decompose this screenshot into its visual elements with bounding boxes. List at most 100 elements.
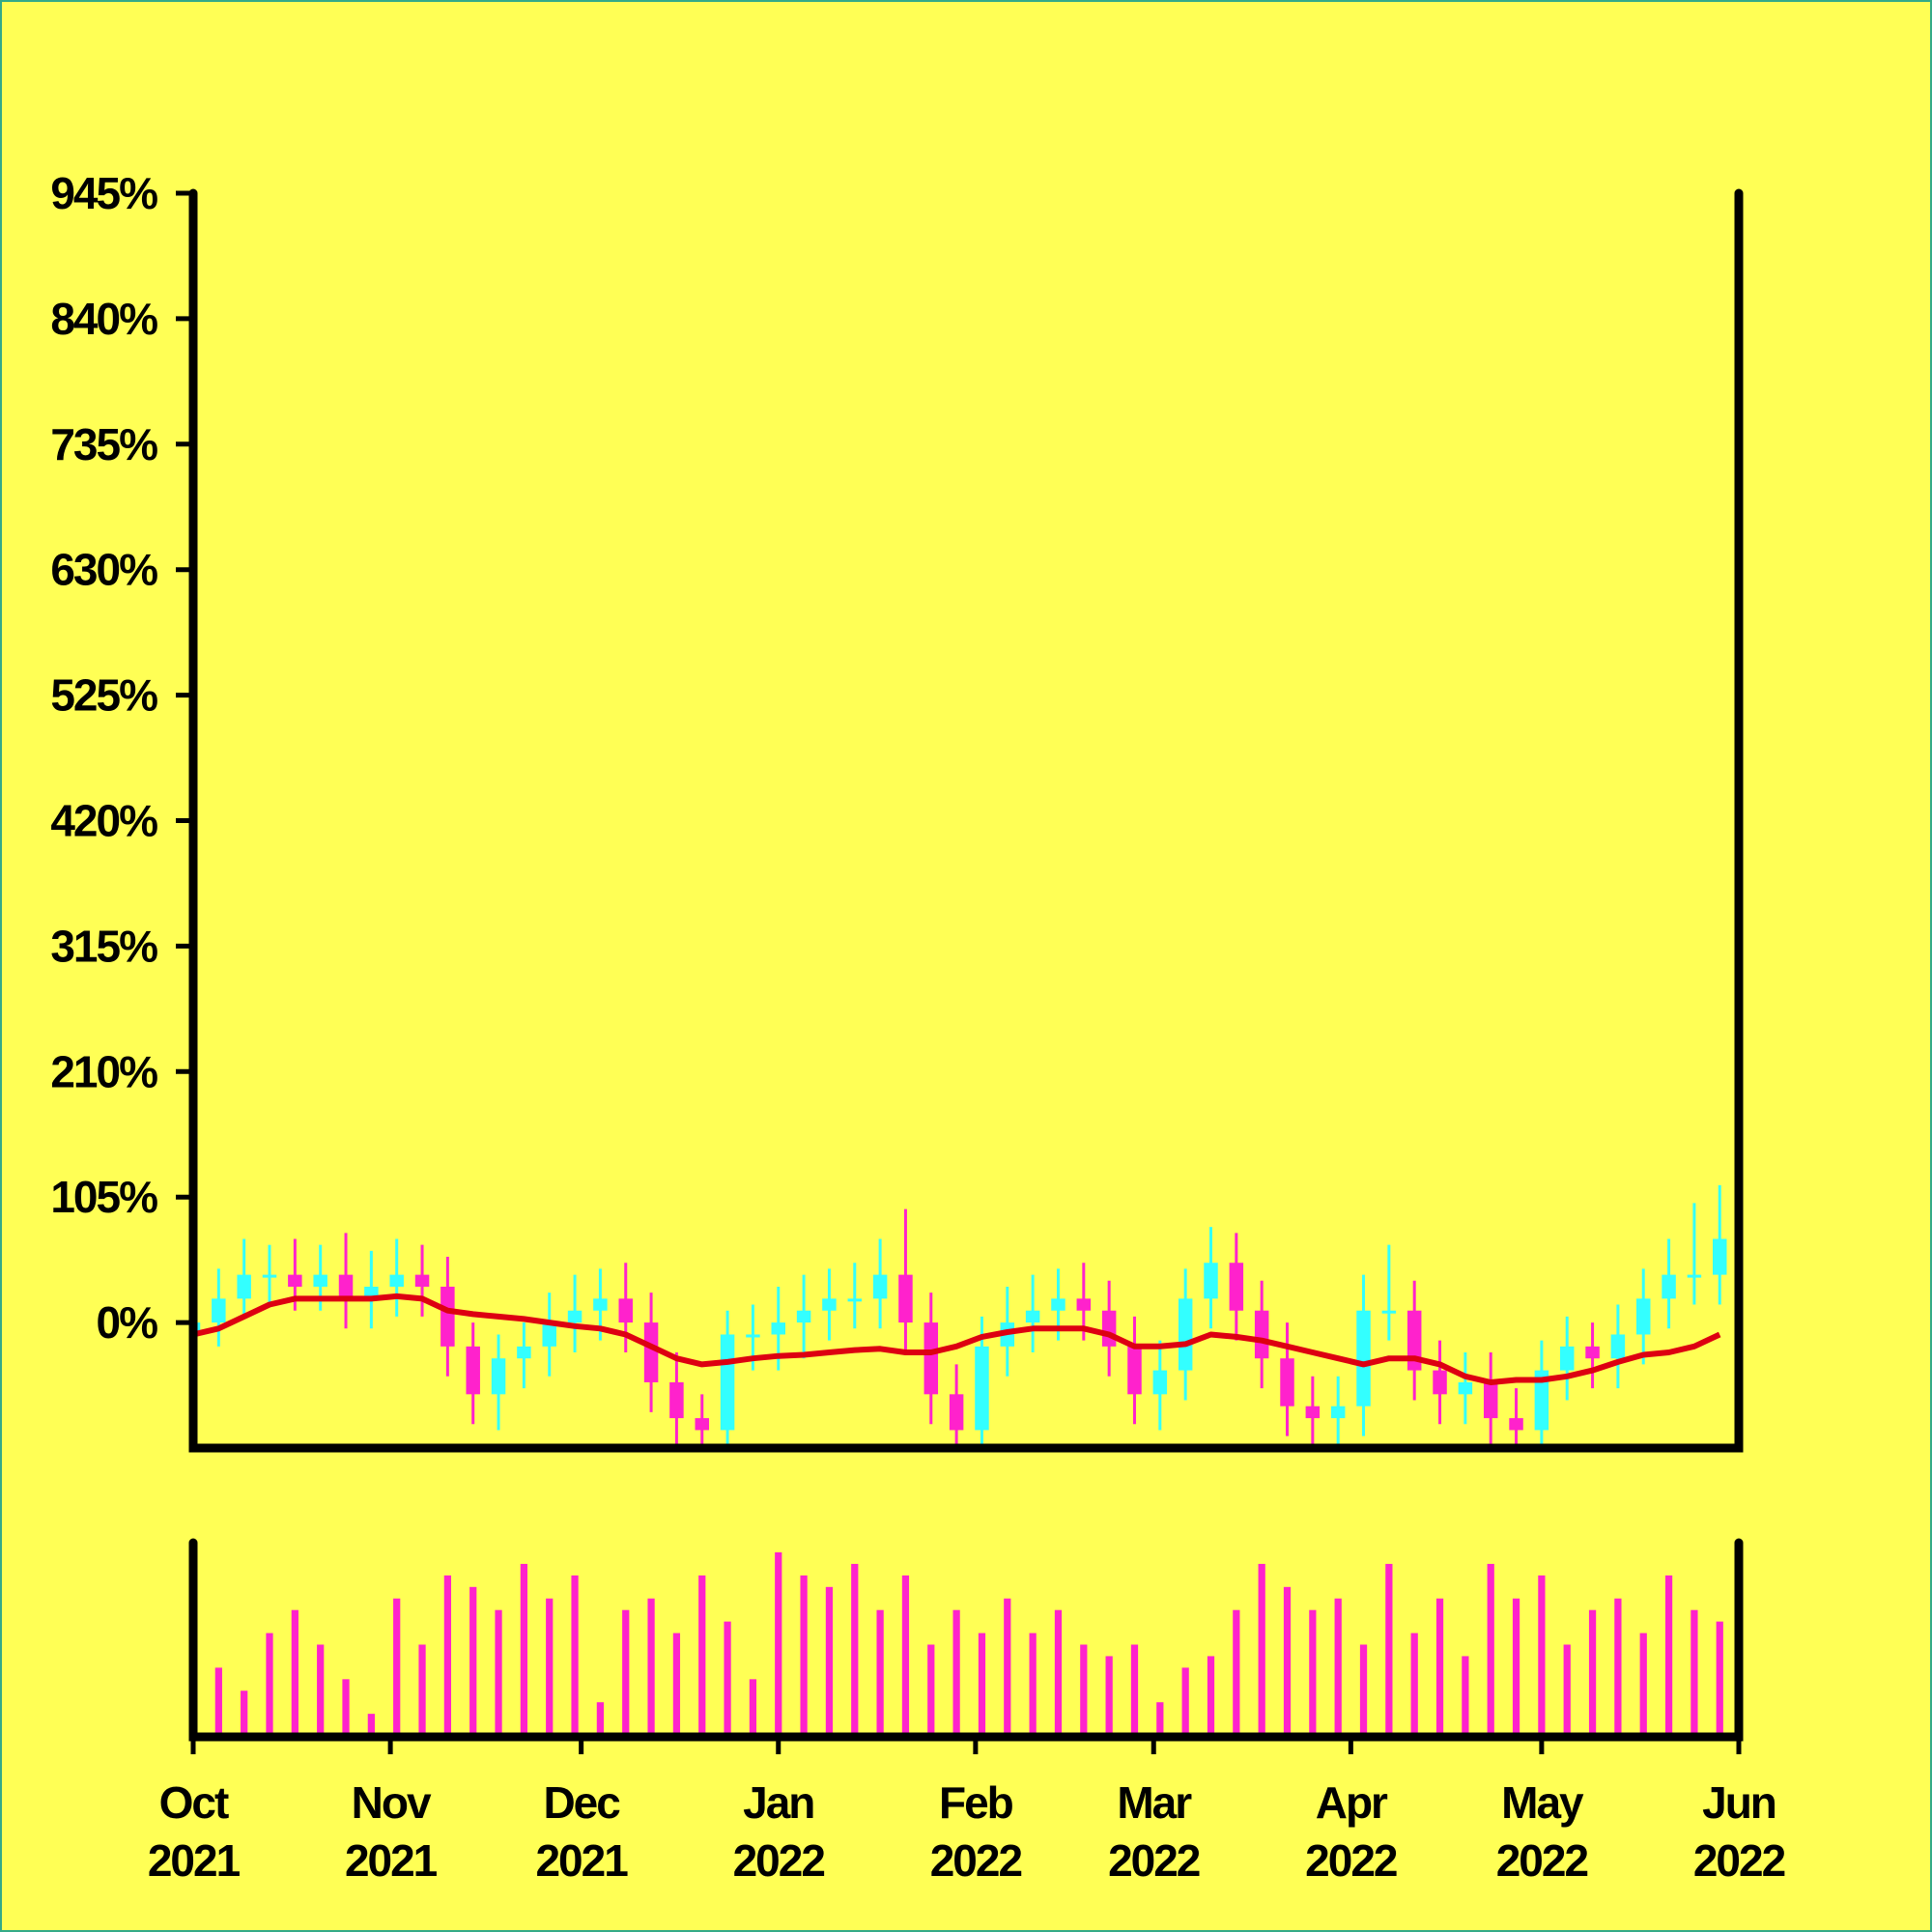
candle-body [1204, 1263, 1218, 1299]
candle-body [898, 1274, 913, 1323]
y-tick-label: 420% [50, 796, 157, 846]
candle-body [1101, 1310, 1117, 1347]
volume-bar [724, 1621, 731, 1737]
candle-body [949, 1394, 964, 1431]
volume-bar [1462, 1656, 1469, 1737]
candle-body [237, 1274, 251, 1299]
x-tick-label: Feb 2022 [930, 1777, 1022, 1886]
volume-bar [1156, 1702, 1164, 1737]
candle-body [975, 1346, 989, 1431]
x-tick-label: May 2022 [1496, 1777, 1588, 1886]
volume-bar [1487, 1563, 1494, 1737]
volume-bar [927, 1644, 935, 1737]
volume-bar [672, 1633, 681, 1737]
y-tick-label: 840% [50, 294, 157, 344]
volume-bar [317, 1644, 325, 1737]
candle-body [1610, 1334, 1626, 1359]
candle-body [1713, 1238, 1727, 1275]
x-tick-label: Jan 2022 [733, 1777, 825, 1886]
x-tick-label: Oct 2021 [148, 1777, 241, 1886]
candle-body [1559, 1346, 1575, 1371]
candle-body [440, 1286, 455, 1347]
volume-bar [749, 1679, 757, 1737]
candle-body [720, 1334, 735, 1431]
volume-bar [1258, 1563, 1265, 1737]
volume-bar [1130, 1644, 1139, 1737]
volume-bar [1004, 1598, 1011, 1737]
volume-bar [214, 1667, 222, 1737]
candle-body [288, 1274, 302, 1287]
volume-bar [1512, 1598, 1520, 1737]
volume-bar [1080, 1644, 1088, 1737]
volume-bar [1716, 1621, 1723, 1737]
candle-body [1509, 1418, 1523, 1431]
y-tick-label: 525% [50, 670, 157, 721]
candle-body [618, 1298, 633, 1323]
y-tick-label: 0% [97, 1297, 158, 1348]
volume-bar [469, 1586, 477, 1737]
y-tick-label: 210% [50, 1046, 157, 1096]
volume-bar [647, 1598, 655, 1737]
candle-body [746, 1334, 760, 1338]
candle-body [414, 1274, 430, 1287]
candle-body [822, 1298, 837, 1311]
candle-body [771, 1322, 786, 1335]
volume-bar [1639, 1633, 1647, 1737]
volume-bar [443, 1575, 451, 1737]
candle-body [1076, 1298, 1092, 1311]
volume-bar [698, 1575, 706, 1737]
volume-bar [291, 1609, 298, 1737]
volume-bar [1334, 1598, 1342, 1737]
candle-body [517, 1346, 531, 1359]
candle-body [466, 1346, 480, 1395]
y-tick-label: 735% [50, 419, 157, 469]
candle-body [262, 1274, 277, 1278]
volume-bar [1054, 1609, 1063, 1737]
candle-body [1025, 1310, 1040, 1323]
volume-bar [520, 1563, 528, 1737]
volume-bar [952, 1609, 960, 1737]
candle-body [1433, 1370, 1447, 1395]
volume-bar [1385, 1563, 1393, 1737]
volume-bar [622, 1609, 630, 1737]
candle-body [567, 1310, 582, 1323]
volume-bar [1690, 1609, 1698, 1737]
candle-body [669, 1381, 684, 1419]
volume-bar [978, 1633, 986, 1737]
price-plot [193, 1184, 1727, 1448]
volume-bar [1181, 1667, 1189, 1737]
volume-bar [342, 1679, 350, 1737]
x-tick-label: Dec 2021 [535, 1777, 628, 1886]
candle-body [695, 1418, 709, 1431]
candle-body [1687, 1274, 1702, 1278]
candle-body [1051, 1298, 1065, 1311]
candle-body [1330, 1406, 1346, 1419]
candle-body [1406, 1310, 1422, 1371]
volume-bar [1563, 1644, 1571, 1737]
volume-bar [1029, 1633, 1037, 1737]
candle-body [923, 1322, 939, 1395]
y-tick-label: 630% [50, 545, 157, 595]
volume-bar [1435, 1598, 1444, 1737]
candle-body [1356, 1310, 1371, 1406]
volume-bar [901, 1575, 910, 1737]
y-tick-label: 945% [50, 168, 157, 218]
volume-bar [1207, 1656, 1215, 1737]
candle-body [1585, 1346, 1600, 1359]
volume-bar [1233, 1609, 1240, 1737]
volume-bar [1410, 1633, 1418, 1737]
y-tick-label: 315% [50, 921, 157, 971]
candle-body [1229, 1263, 1244, 1311]
x-tick-label: Apr 2022 [1305, 1777, 1397, 1886]
volume-bar [1309, 1609, 1317, 1737]
candle-body [1178, 1298, 1193, 1371]
candle-body [1381, 1310, 1397, 1314]
candle-body [1635, 1298, 1651, 1335]
volume-bar [418, 1644, 426, 1737]
volume-bar [851, 1563, 859, 1737]
volume-bar [495, 1609, 502, 1737]
moving-average-line [193, 1293, 1721, 1385]
x-tick-label: Nov 2021 [345, 1777, 438, 1886]
candle-body [796, 1310, 811, 1323]
